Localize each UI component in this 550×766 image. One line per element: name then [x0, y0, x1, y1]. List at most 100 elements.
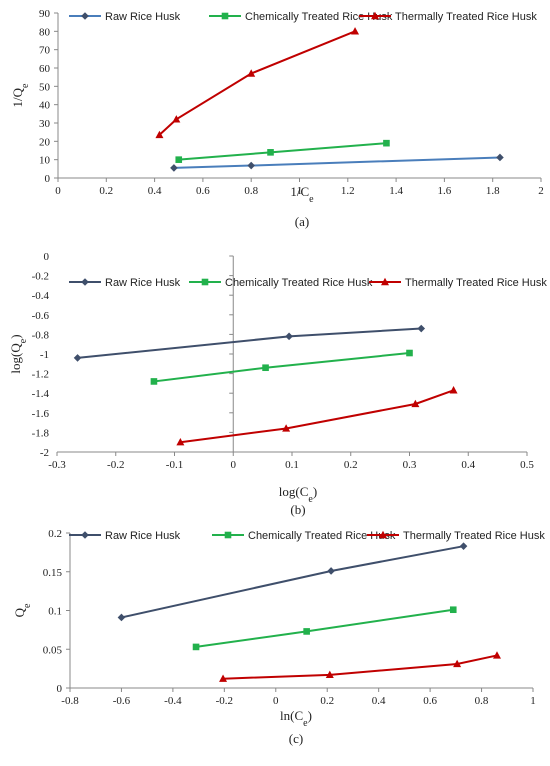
x-axis-title-subscript: e — [303, 718, 308, 729]
y-tick-label: -1.8 — [32, 427, 50, 439]
legend-marker-2 — [224, 531, 232, 539]
y-tick-label: 40 — [39, 100, 51, 112]
y-tick-label: -1 — [40, 349, 49, 361]
data-point-marker — [172, 115, 181, 123]
y-tick-label: -0.4 — [32, 290, 50, 302]
data-point-marker — [327, 567, 335, 575]
series-line-2 — [178, 142, 387, 161]
y-tick-label: 0 — [57, 683, 63, 695]
data-point-marker — [303, 628, 310, 635]
y-axis-title: log(Qe) — [8, 334, 29, 373]
legend-label-1: Raw Rice Husk — [105, 11, 181, 23]
data-point-marker — [155, 130, 164, 139]
y-tick-label: 0 — [44, 251, 50, 263]
y-tick-label: 30 — [39, 118, 51, 130]
y-axis-title-main: Q — [12, 607, 27, 617]
data-point-marker — [285, 332, 293, 341]
legend-marker-3 — [381, 277, 389, 286]
data-point-marker — [175, 156, 183, 163]
chart-panel-2: -0.3 -0.2 -0.1 0 0.1 0.2 0.3 0.4 0.5 0 -0.2 -0.4 -0.… — [8, 251, 547, 517]
data-point-marker — [453, 659, 462, 668]
x-tick-label: 0.4 — [148, 185, 162, 197]
chart-panel-3: -0.8 -0.6 -0.4 -0.2 0 0.2 0.4 0.6 0.8 1 0 0.05 0.1 0.… — [12, 528, 545, 746]
y-tick-label: -0.2 — [32, 271, 49, 283]
x-tick-label: 0.6 — [423, 695, 437, 707]
x-tick-label: 0.4 — [372, 695, 386, 707]
y-axis-title-close: ) — [8, 334, 23, 338]
y-axis-title-subscript: e — [20, 83, 31, 88]
legend-label-3: Thermally Treated Rice Husk — [405, 277, 547, 289]
x-axis-title: ln(Ce) — [280, 708, 312, 729]
y-tick-label: -2 — [40, 447, 49, 459]
y-tick-label: 90 — [39, 8, 51, 20]
data-point-marker — [170, 164, 178, 172]
panel-label: (b) — [290, 502, 305, 517]
series-line-3 — [180, 389, 454, 444]
data-point-marker — [282, 424, 291, 432]
y-tick-label: -1.4 — [32, 388, 50, 400]
panel-label: (c) — [289, 731, 303, 746]
data-point-marker — [417, 324, 426, 333]
y-tick-label: 50 — [39, 81, 51, 93]
x-axis-title: 1/Ce — [290, 184, 314, 205]
x-tick-label: 0 — [273, 695, 279, 707]
y-tick-label: 60 — [39, 63, 51, 75]
legend-marker-3 — [371, 11, 379, 20]
x-tick-label: 0.2 — [99, 185, 113, 197]
x-axis-title-subscript: e — [308, 494, 313, 505]
series-line-3 — [223, 654, 498, 680]
x-tick-label: -0.2 — [216, 695, 233, 707]
data-point-marker — [496, 153, 504, 162]
y-tick-label: 20 — [39, 136, 51, 148]
x-tick-label: -0.8 — [61, 695, 79, 707]
y-tick-label: -0.8 — [32, 329, 50, 341]
y-tick-label: -1.6 — [32, 408, 50, 420]
y-tick-label: 0.15 — [43, 567, 63, 579]
x-tick-label: 0.8 — [244, 185, 258, 197]
series-line-1 — [77, 327, 422, 359]
x-tick-label: 2 — [538, 185, 544, 197]
series-line-2 — [195, 608, 454, 648]
x-tick-label: 0.1 — [285, 459, 299, 471]
data-point-marker — [406, 349, 413, 357]
x-tick-label: 0.2 — [320, 695, 334, 707]
x-axis-title: log(Ce) — [279, 484, 317, 505]
legend-label-3: Thermally Treated Rice Husk — [395, 11, 537, 23]
y-tick-label: -1.2 — [32, 369, 49, 381]
x-tick-label: 1 — [297, 185, 303, 197]
legend-label-2: Chemically Treated Rice Husk — [248, 530, 396, 542]
x-tick-label: 0 — [231, 459, 237, 471]
legend-label-2: Chemically Treated Rice Husk — [245, 11, 393, 23]
data-point-marker — [449, 386, 458, 394]
series-line-3 — [158, 30, 356, 136]
legend-marker-2 — [221, 12, 229, 20]
data-point-marker — [150, 378, 158, 385]
x-tick-label: -0.2 — [107, 459, 124, 471]
legend-marker-2 — [201, 278, 209, 286]
x-tick-label: -0.4 — [164, 695, 182, 707]
y-axis-title-subscript: e — [22, 603, 33, 608]
x-axis-title-close: ) — [308, 708, 312, 723]
chart-panel-1: 0 0.2 0.4 0.6 0.8 1 1.2 1.4 1.6 1.8 20102030405060… — [10, 8, 544, 229]
legend-marker-3 — [379, 530, 387, 539]
y-axis-title-main: 1/Q — [10, 87, 25, 107]
data-point-marker — [73, 354, 82, 362]
data-point-marker — [351, 27, 360, 35]
y-tick-label: -0.6 — [32, 310, 50, 322]
data-point-marker — [192, 643, 200, 651]
x-tick-label: 1.2 — [341, 185, 355, 197]
panel-label: (a) — [295, 214, 309, 229]
x-axis-title-main: ln(C — [280, 708, 303, 723]
x-tick-label: 0 — [55, 185, 61, 197]
x-tick-label: -0.1 — [166, 459, 183, 471]
data-point-marker — [247, 161, 255, 170]
x-tick-label: 1.6 — [438, 185, 452, 197]
legend-label-3: Thermally Treated Rice Husk — [403, 530, 545, 542]
y-axis-title-subscript: e — [18, 338, 29, 343]
x-axis-title-close: ) — [313, 484, 317, 499]
y-tick-label: 0.2 — [48, 528, 62, 540]
y-tick-label: 0 — [45, 173, 51, 185]
x-axis-title-subscript: e — [309, 194, 314, 205]
